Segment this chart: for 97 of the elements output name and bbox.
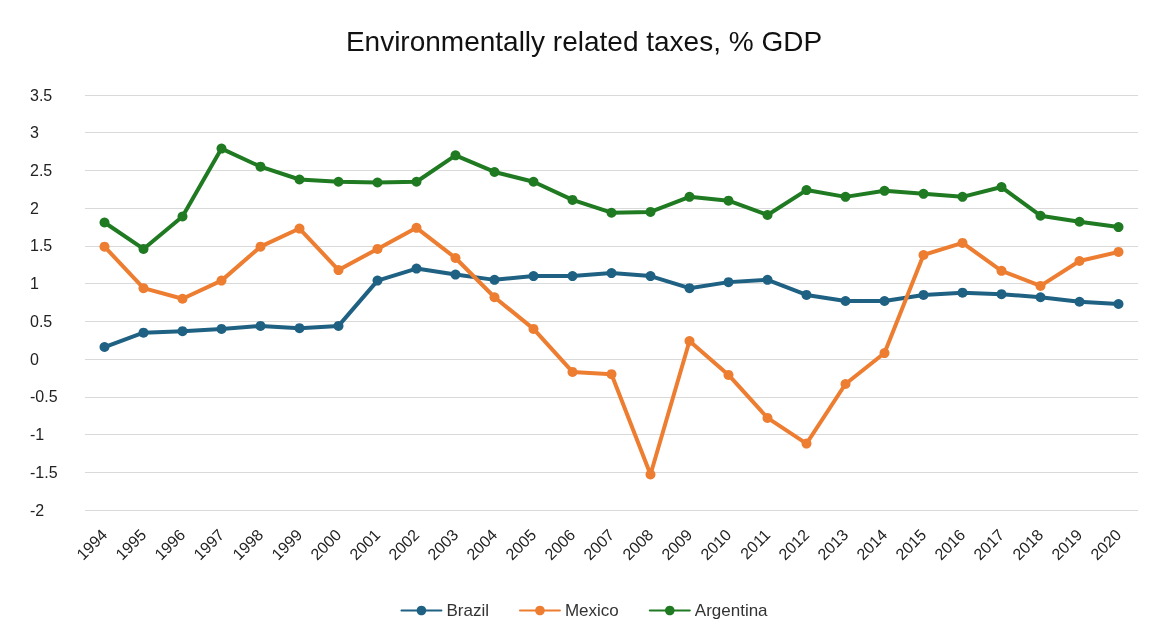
point <box>216 323 227 334</box>
point <box>138 327 149 338</box>
point <box>684 335 695 346</box>
point <box>255 320 266 331</box>
point <box>606 268 617 279</box>
point <box>177 293 188 304</box>
point <box>645 469 656 480</box>
point <box>879 348 890 359</box>
point <box>372 275 383 286</box>
point <box>801 289 812 300</box>
point <box>1113 222 1124 233</box>
point <box>294 223 305 234</box>
point <box>138 283 149 294</box>
point <box>567 194 578 205</box>
point <box>138 243 149 254</box>
point <box>840 378 851 389</box>
point <box>645 206 656 217</box>
y-tick-label: 3 <box>30 124 39 142</box>
y-tick-label: 0.5 <box>30 312 53 330</box>
y-tick-label: 1 <box>30 275 39 293</box>
point <box>801 438 812 449</box>
point <box>177 326 188 337</box>
point <box>294 323 305 334</box>
point <box>333 176 344 187</box>
point <box>957 191 968 202</box>
point <box>294 174 305 185</box>
y-tick-label: -1 <box>30 426 45 444</box>
point <box>723 277 734 288</box>
point <box>1113 246 1124 257</box>
legend-label: Brazil <box>446 601 489 620</box>
point <box>723 195 734 206</box>
point <box>1035 292 1046 303</box>
point <box>762 412 773 423</box>
point <box>255 241 266 252</box>
point <box>411 263 422 274</box>
point <box>996 265 1007 276</box>
point <box>957 287 968 298</box>
point <box>450 269 461 280</box>
y-tick-label: 2 <box>30 199 39 217</box>
point <box>216 275 227 286</box>
point <box>762 274 773 285</box>
point <box>606 207 617 218</box>
point <box>762 209 773 220</box>
point <box>1035 280 1046 291</box>
point <box>99 241 110 252</box>
point <box>723 369 734 380</box>
chart-title: Environmentally related taxes, % GDP <box>345 25 823 57</box>
point <box>528 323 539 334</box>
point <box>801 185 812 196</box>
y-tick-label: 1.5 <box>30 237 53 255</box>
y-tick-label: -0.5 <box>30 388 58 406</box>
y-tick-label: 0 <box>30 350 39 368</box>
point <box>918 249 929 260</box>
y-tick-label: -2 <box>30 501 45 519</box>
point <box>372 243 383 254</box>
point <box>1074 296 1085 307</box>
point <box>684 191 695 202</box>
point <box>606 369 617 380</box>
point <box>996 289 1007 300</box>
point <box>372 177 383 188</box>
point <box>99 342 110 353</box>
point <box>528 176 539 187</box>
point <box>840 191 851 202</box>
point <box>333 320 344 331</box>
point <box>333 265 344 276</box>
legend-label: Mexico <box>564 601 619 620</box>
point <box>684 283 695 294</box>
point <box>879 295 890 306</box>
point <box>840 295 851 306</box>
point <box>411 222 422 233</box>
point <box>450 150 461 161</box>
point <box>450 252 461 263</box>
point <box>1074 256 1085 266</box>
point <box>1113 299 1124 310</box>
point <box>489 292 500 303</box>
point <box>567 271 578 282</box>
point <box>957 237 968 248</box>
point <box>996 182 1007 193</box>
y-tick-label: 3.5 <box>30 86 53 104</box>
point <box>879 185 890 196</box>
y-tick-label: -1.5 <box>30 463 58 481</box>
point <box>567 366 578 377</box>
point <box>918 289 929 300</box>
point <box>99 217 110 228</box>
y-tick-label: 2.5 <box>30 161 53 179</box>
point <box>1074 216 1085 227</box>
legend-label: Argentina <box>694 601 769 620</box>
point <box>411 176 422 187</box>
point <box>528 271 539 282</box>
point <box>1035 210 1046 221</box>
point <box>255 161 266 172</box>
point <box>489 274 500 285</box>
point <box>645 271 656 282</box>
point <box>216 143 227 154</box>
point <box>489 166 500 177</box>
point <box>918 188 929 199</box>
point <box>177 211 188 222</box>
